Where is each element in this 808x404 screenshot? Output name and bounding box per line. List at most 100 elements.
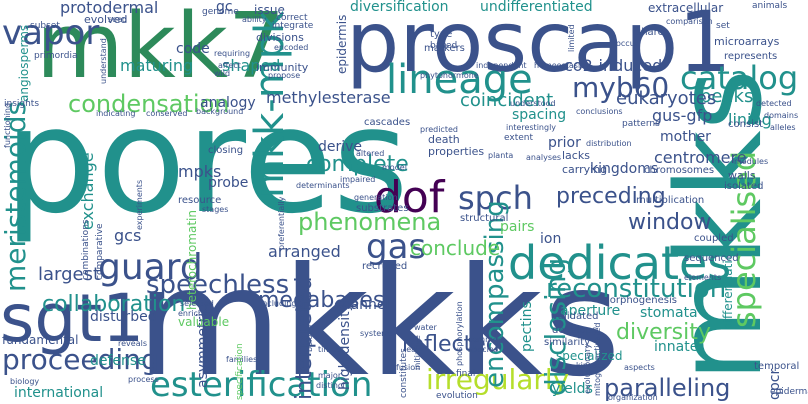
word-structural: structural	[460, 213, 509, 224]
word-peaks: peaks	[700, 86, 754, 107]
word-subset: subset	[30, 21, 60, 31]
word-animals: animals	[752, 1, 788, 11]
word-ion: ion	[540, 231, 562, 247]
word-window: window	[628, 210, 712, 235]
word-shaped: shaped	[222, 56, 281, 75]
word-proceeding: proceeding	[2, 343, 159, 376]
word-dof: dof	[374, 172, 445, 223]
word-enriched: enriched	[178, 309, 213, 318]
word-stomata: stomata	[640, 305, 698, 321]
word-morphogenesis: morphogenesis	[600, 295, 677, 306]
word-common: common	[468, 335, 503, 344]
word-pairs: pairs	[500, 219, 535, 235]
word-propose: propose	[268, 71, 301, 80]
word-genome: genome	[202, 7, 239, 17]
word-coupled: coupled	[694, 233, 734, 244]
word-gus-gfp: gus-gfp	[652, 106, 713, 125]
word-understood: understood	[510, 99, 556, 108]
word-code: code	[176, 41, 210, 57]
word-condensation: condensation	[68, 90, 230, 118]
word-markers: markers	[424, 43, 465, 54]
word-determinants: determinants	[296, 181, 350, 190]
word-aspects: aspects	[624, 363, 655, 372]
word-reflected: reflected	[402, 332, 500, 357]
word-consist: consist	[728, 119, 764, 130]
word-largest: largest	[38, 264, 101, 285]
word-death: death	[428, 133, 460, 146]
word-conclude: conclude	[410, 236, 501, 260]
word-resource: resource	[178, 195, 222, 206]
word-evolved: evolved	[84, 13, 128, 26]
word-interestingly: interestingly	[506, 123, 557, 132]
word-irregularly: irregularly	[426, 363, 570, 396]
word-chromosomes: chromosomes	[644, 165, 715, 176]
word-aperture: aperture	[560, 303, 621, 319]
word-pores: pores	[4, 76, 409, 246]
word-mkk7: mkk7	[36, 0, 286, 99]
word-immunity: immunity	[256, 61, 309, 74]
word-vapor: vapor	[2, 13, 100, 53]
word-myb60: myb60	[572, 71, 670, 104]
word-pectins: pectins	[519, 301, 535, 352]
word-kinases: kinases	[576, 361, 607, 370]
word-dedicates: dedicates	[508, 236, 732, 290]
word-alleles: alleles	[770, 123, 796, 132]
word-fundamental: fundamental	[2, 333, 79, 347]
word-affect: affect	[218, 61, 241, 70]
word-cascades: cascades	[364, 117, 411, 128]
word-detected: detected	[756, 99, 792, 108]
word-international: international	[14, 385, 104, 401]
word-carrying: carrying	[562, 163, 608, 176]
word-derive: derive	[318, 139, 363, 155]
word-conclusions: conclusions	[576, 107, 623, 116]
word-reconstitution: reconstitution	[546, 274, 727, 304]
word-preceding: preceding	[556, 184, 666, 209]
word-patterns: patterns	[622, 119, 660, 129]
word-primordia: primordia	[34, 51, 78, 61]
word-prior: prior	[548, 135, 581, 151]
word-extent: extent	[504, 133, 534, 143]
word-occur: occur	[616, 39, 639, 48]
word-distribution: distribution	[586, 139, 632, 148]
word-distinct: distinct	[316, 381, 346, 390]
word-process: process	[128, 375, 159, 384]
word-phytohormone: phytohormone	[420, 71, 479, 80]
word-phenomena: phenomena	[298, 208, 442, 236]
word-domains: domains	[764, 111, 799, 120]
word-spacing: spacing	[512, 107, 567, 123]
word-based: based	[430, 41, 458, 51]
word-type: type	[430, 29, 453, 40]
word-set: set	[716, 21, 730, 31]
word-correct: correct	[276, 13, 308, 23]
word-isolated: isolated	[724, 181, 764, 192]
word-microarrays: microarrays	[714, 35, 780, 48]
word-generation: generation	[354, 193, 398, 202]
word-multiplication: multiplication	[636, 195, 705, 206]
word-phosphorylation: phosphorylation	[455, 301, 464, 366]
word-speechless: speechless	[146, 270, 290, 300]
word-modules: modules	[734, 157, 769, 166]
word-organization: organization	[608, 393, 658, 402]
word-diversification: diversification	[350, 0, 449, 15]
word-divisions: divisions	[256, 31, 304, 44]
word-wild: wild	[214, 69, 231, 78]
word-temporal: temporal	[754, 361, 800, 372]
word-mother: mother	[660, 129, 711, 145]
word-represents: represents	[724, 51, 778, 62]
word-centromere: centromere	[654, 148, 747, 167]
word-lineage: lineage	[386, 57, 533, 103]
word-indicating: indicating	[96, 109, 136, 118]
word-specification: specification	[235, 343, 245, 400]
word-guard: guard	[98, 247, 203, 288]
word-maturing: maturing	[120, 56, 194, 75]
word-encoded: encoded	[274, 43, 309, 52]
word-model: model	[382, 163, 407, 172]
word-collaboration: collaboration	[42, 292, 186, 317]
word-complete: complete	[306, 152, 409, 177]
word-predicted: predicted	[420, 125, 458, 134]
word-paralleling: paralleling	[604, 374, 731, 402]
word-understand: understand	[99, 38, 108, 84]
word-background: background	[196, 107, 244, 116]
word-heterochromatin: heterochromatin	[185, 210, 199, 310]
